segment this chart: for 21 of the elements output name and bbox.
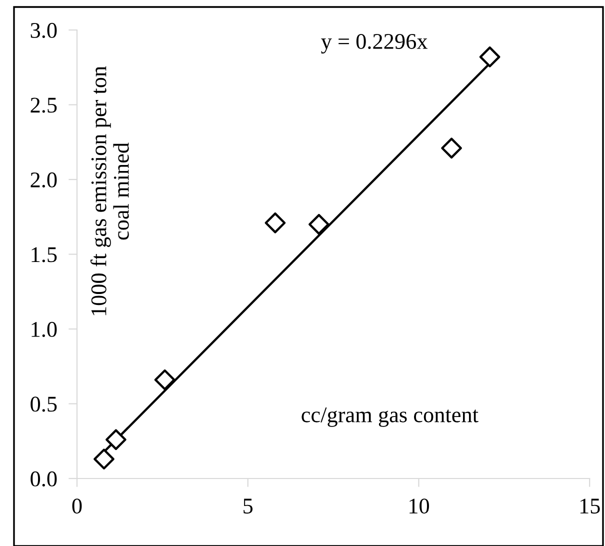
- y-tick-label: 0.0: [30, 471, 57, 487]
- y-tick-label: 1.5: [32, 247, 57, 262]
- x-tick-label: 0: [72, 498, 82, 514]
- y-tick-label: 2.0: [30, 172, 57, 188]
- y-axis-title: 1000 ft gas emission per ton coal mined: [90, 66, 129, 316]
- y-tick-label: 3.0: [30, 22, 57, 38]
- x-tick-label: 5: [244, 498, 253, 514]
- y-tick-label: 0.5: [30, 396, 57, 412]
- x-axis-title: cc/gram gas content: [302, 407, 478, 427]
- y-tick-label: 2.5: [30, 98, 57, 113]
- point: [106, 429, 126, 450]
- point: [264, 212, 286, 234]
- point: [94, 448, 114, 470]
- point: [441, 138, 462, 159]
- point: [154, 369, 176, 390]
- y-tick-label: 1.0: [32, 322, 57, 338]
- x-tick-label: 15: [580, 498, 600, 514]
- point: [479, 46, 500, 68]
- annotation: y = 0.2296x: [321, 34, 428, 54]
- point: [308, 214, 330, 235]
- x-tick-label: 10: [410, 498, 429, 514]
